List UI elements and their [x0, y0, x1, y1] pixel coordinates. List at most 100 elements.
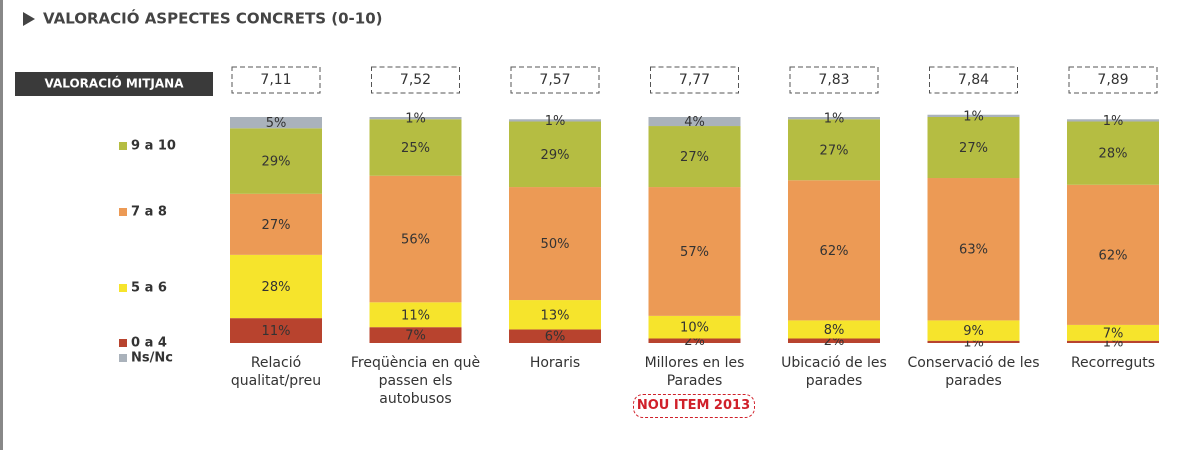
bar-segment [1067, 119, 1159, 122]
mean-box [789, 66, 879, 94]
bar-segment [509, 300, 601, 330]
bar-segment [927, 320, 1020, 341]
mean-label: 7,83 [818, 72, 849, 88]
value-label: 9% [963, 324, 984, 339]
means-label-box [15, 72, 213, 96]
legend-label: Ns/Nc [131, 351, 173, 366]
legend-swatch [119, 208, 127, 216]
x-tick-label: Conservació de les parades [907, 355, 1040, 389]
mean-box [371, 66, 460, 94]
bar-segment [369, 119, 462, 176]
title-marker [23, 12, 35, 26]
bar-segment [648, 126, 741, 188]
bar-segment [788, 180, 880, 321]
bar-segment [369, 327, 462, 343]
value-label: 57% [680, 245, 709, 260]
x-tick-label: Horaris [529, 355, 581, 371]
value-label: 1% [963, 109, 984, 124]
mean-box [1068, 66, 1158, 94]
x-tick-label: Relació qualitat/preu [230, 355, 322, 389]
value-label: 1% [405, 112, 426, 127]
value-label: 6% [545, 330, 566, 345]
legend-label: 0 a 4 [131, 336, 167, 351]
value-label: 27% [820, 143, 849, 158]
value-label: 11% [401, 308, 430, 323]
value-label: 1% [545, 114, 566, 129]
bar-segment [927, 114, 1020, 117]
value-label: 5% [266, 116, 287, 131]
value-label: 25% [401, 141, 430, 156]
legend-swatch [119, 142, 127, 150]
bar-segment [509, 329, 601, 343]
bar-segment [509, 119, 601, 122]
value-label: 62% [820, 244, 849, 259]
bar-segment [509, 187, 601, 301]
value-label: 62% [1099, 248, 1128, 263]
bar-segment [927, 178, 1020, 321]
value-label: 10% [680, 321, 709, 336]
mean-box [231, 66, 321, 94]
mean-label: 7,89 [1097, 72, 1128, 88]
value-label: 1% [824, 112, 845, 127]
mean-label: 7,57 [539, 72, 570, 88]
bar-segment [927, 117, 1020, 179]
value-label: 11% [262, 324, 291, 339]
legend-label: 9 a 10 [131, 139, 176, 154]
mean-label: 7,11 [260, 72, 291, 88]
value-label: 56% [401, 233, 430, 248]
bar-segment [230, 254, 322, 319]
bar-segment [1067, 324, 1159, 341]
bar-segment [788, 320, 880, 339]
bar-segment [1067, 184, 1159, 325]
value-label: 63% [959, 243, 988, 258]
bar-segment [1067, 121, 1159, 185]
bar-segment [648, 187, 741, 316]
bar-segment [648, 338, 741, 343]
legend-swatch [119, 354, 127, 362]
bar-segment [509, 121, 601, 188]
x-tick-label: Recorreguts [1070, 355, 1156, 371]
value-label: 7% [1103, 326, 1124, 341]
value-label: 28% [262, 280, 291, 295]
value-label: 50% [541, 237, 570, 252]
value-label: 27% [262, 218, 291, 233]
bar-segment [788, 338, 880, 343]
value-label: 27% [680, 150, 709, 165]
mean-label: 7,77 [679, 72, 710, 88]
chart-title: VALORACIÓ ASPECTES CONCRETS (0-10) [43, 9, 383, 28]
bar-segment [788, 117, 880, 120]
bar-segment [230, 117, 322, 129]
mean-box [929, 66, 1018, 94]
bar-segment [230, 318, 322, 343]
value-label: 27% [959, 141, 988, 156]
bar-segment [788, 119, 880, 181]
value-label: 8% [824, 323, 845, 338]
value-label: 1% [1103, 114, 1124, 129]
annotation: NOU ITEM 2013 [632, 394, 755, 418]
legend-swatch [119, 339, 127, 347]
legend-swatch [119, 284, 127, 292]
legend-label: 5 a 6 [131, 281, 167, 296]
value-label: 7% [405, 329, 426, 344]
bar-segment [648, 117, 741, 127]
value-label: 4% [684, 115, 705, 130]
bar-segment [230, 128, 322, 194]
mean-box [650, 66, 739, 94]
bar-segment [927, 340, 1020, 343]
legend-label: 7 a 8 [131, 205, 167, 220]
means-label: VALORACIÓ MITJANA [44, 76, 184, 91]
bar-segment [369, 175, 462, 303]
bar-segment [230, 193, 322, 255]
bar-segment [369, 302, 462, 328]
value-label: 13% [541, 308, 570, 323]
chart: VALORACIÓ ASPECTES CONCRETS (0-10) VALOR… [15, 9, 1159, 366]
x-tick-label: Freqüència en què passen els autobusos [350, 355, 481, 407]
mean-label: 7,84 [958, 72, 989, 88]
value-label: 29% [262, 155, 291, 170]
bar-segment [369, 117, 462, 120]
x-tick-label: Millores en les Parades [644, 355, 745, 389]
x-tick-label: Ubicació de les parades [781, 355, 887, 389]
mean-box [510, 66, 600, 94]
value-label: 28% [1099, 147, 1128, 162]
